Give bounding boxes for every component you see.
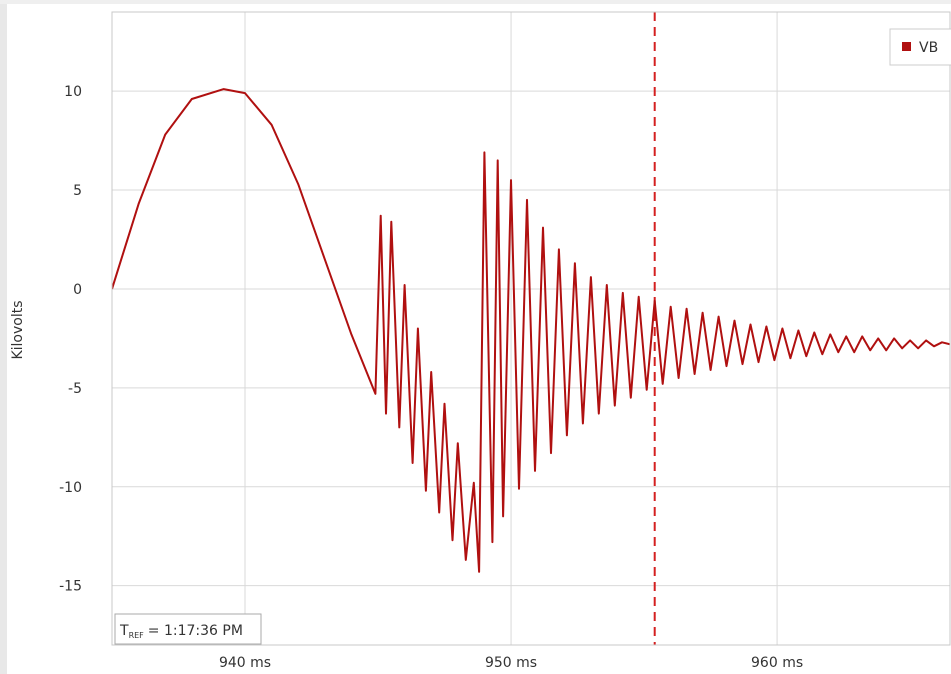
y-tick-label-3: -5 <box>68 381 82 397</box>
y-tick-label-4: -10 <box>59 480 82 496</box>
legend-swatch-vb <box>902 42 911 51</box>
tref-value: = 1:17:36 PM <box>148 623 243 639</box>
grid-layer <box>112 12 950 645</box>
legend[interactable]: VB <box>889 28 951 66</box>
y-tick-label-5: -15 <box>59 579 82 595</box>
series-layer <box>112 88 950 573</box>
tref-subscript: REF <box>129 631 145 640</box>
plot-border <box>111 11 951 646</box>
frame-strip-left <box>0 0 7 674</box>
legend-box <box>889 28 951 66</box>
legend-label-vb: VB <box>919 40 938 56</box>
frame-strip-top <box>0 0 951 4</box>
y-tick-label-0: 10 <box>64 84 82 100</box>
x-tick-labels: 940 ms 950 ms 960 ms <box>219 655 803 671</box>
tref-box <box>114 613 262 645</box>
y-axis-label: Kilovolts <box>10 300 26 359</box>
x-tick-label-0: 940 ms <box>219 655 271 671</box>
x-tick-label-2: 960 ms <box>751 655 803 671</box>
y-tick-label-2: 0 <box>73 282 82 298</box>
tref-text: TREF = 1:17:36 PM <box>119 623 243 640</box>
series-line-vb <box>112 88 950 573</box>
y-tick-label-1: 5 <box>73 183 82 199</box>
tref-annotation: TREF = 1:17:36 PM <box>114 613 262 645</box>
tref-prefix: T <box>119 623 129 639</box>
x-tick-label-1: 950 ms <box>485 655 537 671</box>
y-tick-labels: 10 5 0 -5 -10 -15 <box>59 84 82 595</box>
